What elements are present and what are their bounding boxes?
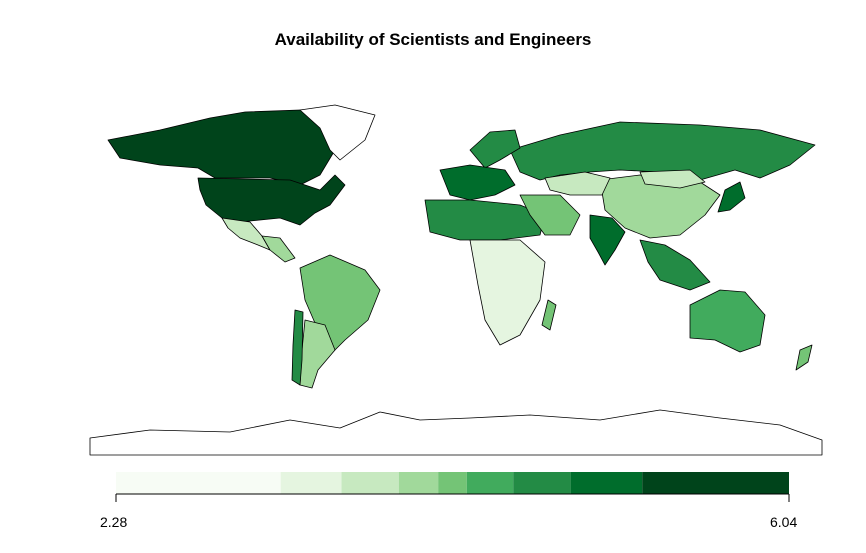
region-united-states [197, 174, 346, 226]
legend-swatch-7 [570, 472, 643, 494]
legend-min-label: 2.28 [100, 514, 128, 530]
region-chile [291, 309, 304, 386]
legend-swatch-1 [280, 472, 342, 494]
legend-swatch-5 [466, 472, 514, 494]
legend-swatch-2 [341, 472, 399, 494]
region-greenland [299, 104, 376, 161]
region-mexico [221, 217, 271, 251]
region-southern-africa [469, 239, 546, 346]
region-kazakhstan [544, 171, 611, 196]
legend-swatch-0 [116, 472, 281, 494]
region-india [589, 214, 626, 266]
region-southeast-asia [639, 239, 711, 291]
legend-swatch-3 [398, 472, 439, 494]
region-madagascar [541, 299, 557, 331]
map-title: Availability of Scientists and Engineers [274, 30, 592, 49]
region-mongolia [639, 169, 706, 189]
region-canada [107, 109, 336, 186]
region-central-america [261, 235, 296, 263]
region-north-africa [424, 199, 546, 241]
legend-swatch-6 [513, 472, 571, 494]
region-japan [717, 181, 746, 213]
legend-max-label: 6.04 [770, 514, 798, 530]
legend-swatch-4 [438, 472, 467, 494]
region-middle-east [519, 194, 581, 236]
legend-swatch-8 [642, 472, 789, 494]
region-australia [689, 289, 766, 353]
region-new-zealand [795, 344, 813, 371]
region-western-europe [439, 164, 516, 201]
region-antarctica [89, 409, 823, 456]
